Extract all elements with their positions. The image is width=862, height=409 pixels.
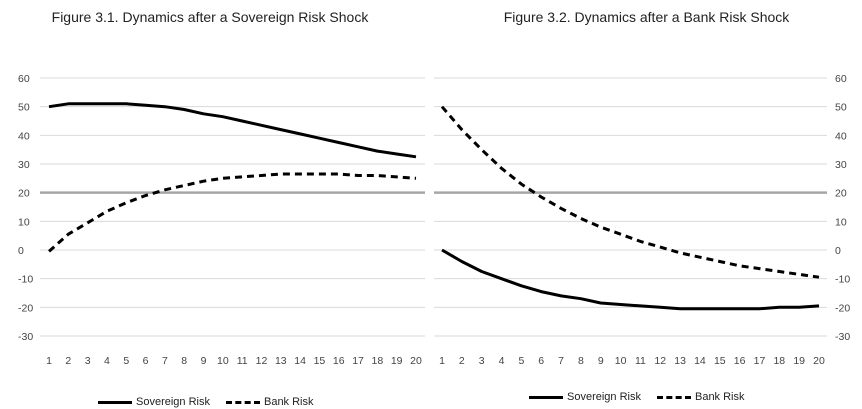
series-line-sovereign-risk [48, 102, 417, 159]
x-tick-label: 16 [333, 355, 345, 367]
y-tick-label: 60 [835, 73, 847, 85]
x-tick-label: 7 [162, 355, 168, 367]
x-tick-label: 18 [372, 355, 384, 367]
legend-label: Bank Risk [694, 391, 745, 403]
y-tick-label: 50 [835, 102, 847, 114]
chart-panel-sovereign-shock: Figure 3.1. Dynamics after a Sovereign R… [18, 9, 425, 408]
x-tick-label: 19 [391, 355, 403, 367]
x-tick-label: 9 [598, 355, 604, 367]
x-tick-label: 14 [694, 355, 706, 367]
legend-label: Bank Risk [263, 396, 314, 408]
x-tick-label: 1 [46, 355, 52, 367]
x-tick-label: 4 [499, 355, 505, 367]
y-tick-label: 40 [18, 130, 30, 142]
x-tick-label: 11 [635, 355, 646, 367]
legend-swatch-dashed [225, 400, 260, 404]
x-tick-label: 20 [410, 355, 422, 367]
x-tick-label: 11 [237, 355, 248, 367]
x-tick-label: 10 [217, 355, 229, 367]
y-tick-label: 40 [835, 130, 847, 142]
chart-title: Figure 3.2. Dynamics after a Bank Risk S… [503, 9, 790, 25]
x-tick-label: 15 [314, 355, 326, 367]
chart-legend: Sovereign Risk Bank Risk [98, 396, 330, 408]
x-tick-label: 10 [615, 355, 627, 367]
y-tick-label: 20 [18, 188, 30, 200]
y-tick-label: -30 [18, 331, 33, 343]
x-tick-label: 12 [256, 355, 268, 367]
legend-item-sovereign-risk: Sovereign Risk [98, 396, 210, 408]
series-line-sovereign-risk [441, 248, 820, 311]
x-tick-label: 3 [85, 355, 91, 367]
x-tick-label: 12 [654, 355, 666, 367]
series-line-bank-risk [440, 105, 820, 279]
x-tick-label: 3 [479, 355, 485, 367]
x-tick-label: 4 [104, 355, 110, 367]
x-tick-label: 14 [294, 355, 306, 367]
x-tick-label: 13 [674, 355, 686, 367]
x-tick-label: 20 [813, 355, 825, 367]
series-line-bank-risk [48, 172, 417, 253]
y-tick-label: -10 [835, 274, 850, 286]
x-tick-label: 6 [143, 355, 149, 367]
y-tick-label: -20 [18, 302, 33, 314]
x-tick-label: 1 [439, 355, 445, 367]
x-tick-label: 2 [65, 355, 71, 367]
x-tick-label: 8 [578, 355, 584, 367]
x-tick-label: 5 [123, 355, 129, 367]
x-tick-label: 5 [518, 355, 524, 367]
y-tick-label: -20 [835, 302, 850, 314]
x-tick-label: 15 [714, 355, 726, 367]
x-tick-label: 18 [773, 355, 785, 367]
legend-item-bank-risk: Bank Risk [225, 396, 314, 408]
x-tick-label: 7 [558, 355, 564, 367]
x-tick-label: 17 [754, 355, 766, 367]
y-tick-label: 10 [18, 216, 30, 228]
legend-item-bank-risk: Bank Risk [656, 391, 745, 403]
y-tick-label: 0 [18, 245, 24, 257]
x-tick-label: 8 [181, 355, 187, 367]
x-tick-label: 17 [352, 355, 364, 367]
legend-swatch-dashed [656, 395, 691, 399]
y-tick-label: 30 [18, 159, 30, 171]
y-tick-label: 10 [835, 216, 847, 228]
legend-item-sovereign-risk: Sovereign Risk [529, 391, 641, 403]
x-tick-label: 6 [538, 355, 544, 367]
y-tick-label: 60 [18, 73, 30, 85]
x-tick-label: 19 [793, 355, 805, 367]
chart-legend: Sovereign Risk Bank Risk [529, 391, 761, 403]
x-tick-label: 9 [201, 355, 207, 367]
y-tick-label: 0 [835, 245, 841, 257]
legend-swatch-solid [98, 400, 132, 404]
x-tick-label: 13 [275, 355, 287, 367]
legend-swatch-solid [529, 395, 563, 399]
x-tick-label: 2 [459, 355, 465, 367]
chart-title: Figure 3.1. Dynamics after a Sovereign R… [51, 9, 369, 25]
x-tick-label: 16 [734, 355, 746, 367]
legend-label: Sovereign Risk [136, 396, 210, 408]
y-tick-label: 30 [835, 159, 847, 171]
chart-panel-bank-shock: Figure 3.2. Dynamics after a Bank Risk S… [431, 0, 862, 409]
y-tick-label: 20 [835, 188, 847, 200]
legend-label: Sovereign Risk [567, 391, 641, 403]
y-tick-label: -30 [835, 331, 850, 343]
y-tick-label: 50 [18, 102, 30, 114]
y-tick-label: -10 [18, 274, 33, 286]
